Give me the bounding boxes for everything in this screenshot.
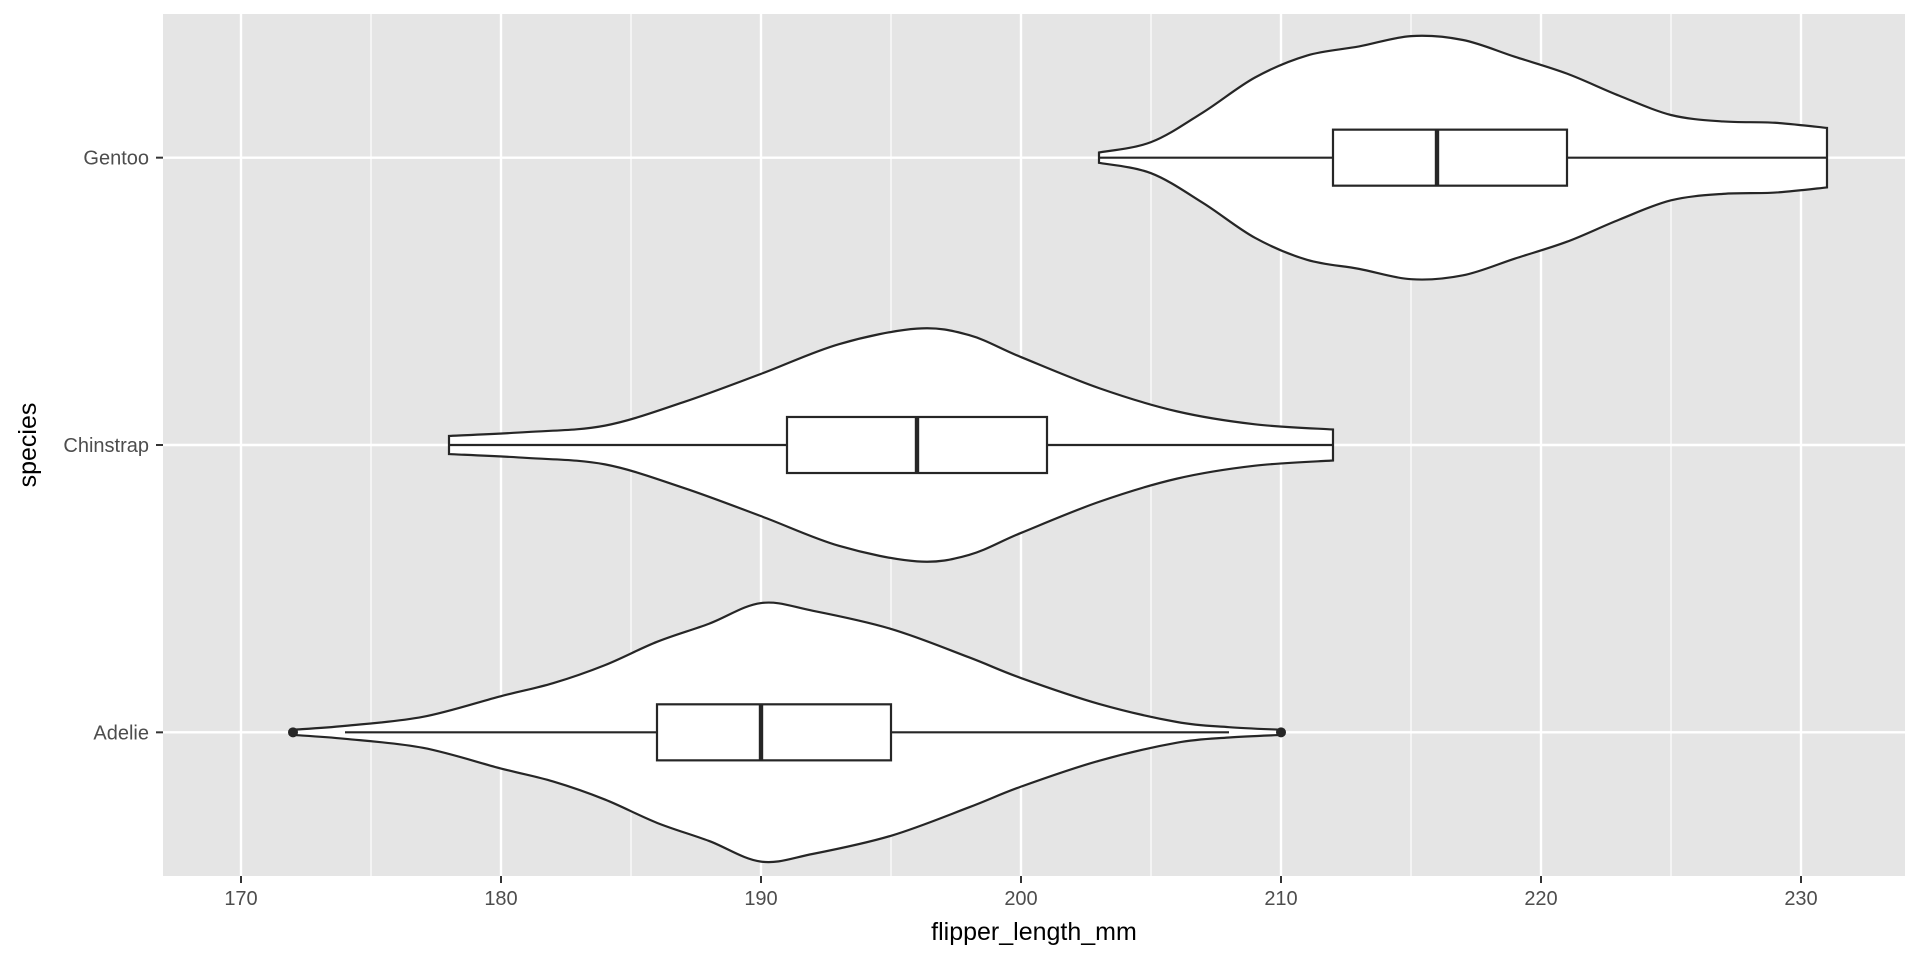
- x-axis: 170 180 190 200 210 220 230: [224, 876, 1818, 910]
- x-tick-label: 170: [224, 888, 257, 910]
- x-tick-label: 180: [484, 888, 517, 910]
- x-tick-label: 220: [1524, 888, 1557, 910]
- x-tick-label: 210: [1264, 888, 1297, 910]
- x-axis-title: flipper_length_mm: [931, 918, 1137, 946]
- x-tick-label: 190: [744, 888, 777, 910]
- box-iqr: [655, 703, 893, 762]
- violin-group-adelie: [288, 601, 1286, 864]
- violin-group-chinstrap: [447, 327, 1335, 563]
- outlier-point: [288, 727, 298, 738]
- y-tick-label: Adelie: [93, 722, 149, 744]
- outlier-point: [1276, 727, 1286, 738]
- y-tick-label: Gentoo: [83, 148, 149, 170]
- y-axis: Adelie Chinstrap Gentoo: [63, 148, 163, 744]
- violins-layer: [288, 34, 1829, 864]
- y-tick-label: Chinstrap: [63, 435, 149, 457]
- x-tick-label: 230: [1784, 888, 1817, 910]
- y-axis-title: species: [14, 403, 42, 488]
- x-tick-label: 200: [1004, 888, 1037, 910]
- box-iqr: [1331, 128, 1569, 187]
- violin-group-gentoo: [1097, 34, 1829, 281]
